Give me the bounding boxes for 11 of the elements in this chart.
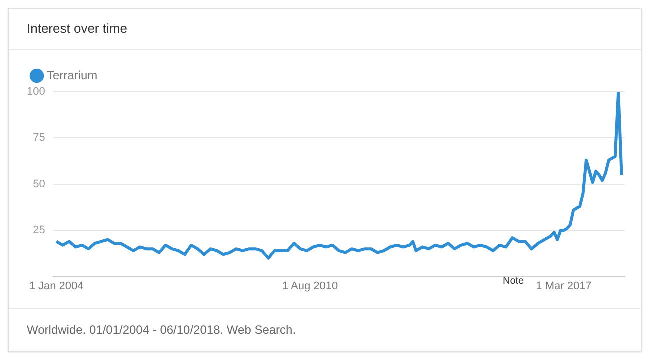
- legend-label: Terrarium: [47, 68, 98, 82]
- annotation: Note: [503, 276, 524, 287]
- x-tick-label: 1 Jan 2004: [29, 280, 84, 292]
- y-tick-label: 25: [33, 224, 46, 237]
- y-tick-label: 50: [33, 178, 46, 190]
- x-tick-label: 1 Mar 2017: [536, 280, 592, 292]
- y-tick-label: 100: [26, 86, 46, 98]
- chart-title: Interest over time: [9, 9, 641, 50]
- y-tick-label: 75: [33, 132, 46, 144]
- text: Worldwide. 01/01/2004 - 06/10/2018. Web Search.: [9, 308, 641, 351]
- x-tick-label: 1 Aug 2010: [282, 280, 338, 292]
